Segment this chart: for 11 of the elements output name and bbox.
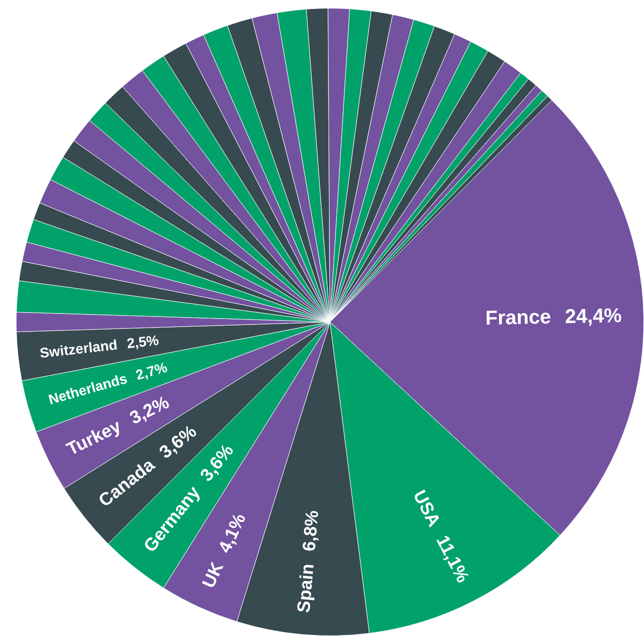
slice-label: France bbox=[485, 306, 552, 330]
slice-label: Switzerland bbox=[38, 336, 118, 361]
slice-label: UK bbox=[198, 558, 228, 591]
slice-label: USA bbox=[409, 486, 444, 530]
data-label: 24,4% bbox=[564, 305, 622, 328]
data-label: 6,8% bbox=[298, 509, 322, 552]
data-label: 4,1% bbox=[214, 510, 250, 556]
data-label: 2,7% bbox=[134, 358, 170, 383]
data-label: 3,2% bbox=[126, 392, 172, 428]
data-label: 2,5% bbox=[126, 332, 160, 352]
slice-label: Spain bbox=[293, 562, 318, 614]
